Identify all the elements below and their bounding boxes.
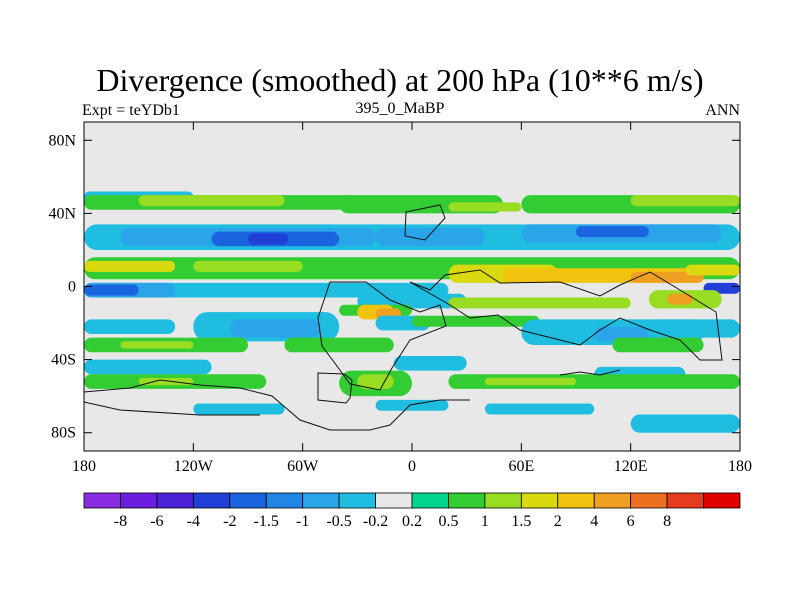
divergence-region [138, 195, 285, 207]
colorbar-swatch [411, 492, 449, 509]
colorbar-label: -0.5 [326, 513, 351, 530]
x-tick-label: 0 [408, 458, 416, 475]
colorbar-label: 8 [663, 513, 671, 530]
x-tick-label: 60E [508, 458, 534, 475]
colorbar-swatch [593, 492, 632, 509]
x-tick-label: 60W [287, 458, 319, 475]
divergence-region [448, 297, 631, 309]
divergence-region [375, 399, 449, 411]
colorbar-swatch [375, 492, 413, 509]
colorbar-swatch [302, 492, 340, 509]
x-tick-label: 180 [728, 458, 752, 475]
colorbar-label: 6 [627, 513, 635, 530]
divergence-region [84, 282, 449, 298]
y-tick-label: 0 [68, 279, 76, 296]
coastlines [84, 204, 723, 431]
colorbar-label: -6 [150, 513, 163, 530]
colorbar-swatch [338, 492, 376, 509]
divergence-region [448, 202, 522, 212]
colorbar-label: -2 [223, 513, 236, 530]
colorbar-swatch [484, 492, 522, 509]
divergence-region [84, 319, 176, 335]
divergence-region [84, 359, 212, 375]
y-tick-label: 80N [48, 132, 76, 149]
experiment-label: Expt = teYDb1 [82, 102, 180, 119]
colorbar-label: -8 [114, 513, 127, 530]
x-tick-label: 180 [72, 458, 96, 475]
colorbar-swatch [229, 492, 267, 509]
colorbar-label: -0.2 [363, 513, 388, 530]
divergence-region [193, 260, 303, 272]
divergence-region [630, 271, 704, 283]
colorbar-swatch [265, 492, 304, 509]
x-tick-label: 120W [174, 458, 214, 475]
colorbar-label: 2 [554, 513, 562, 530]
colorbar-label: 4 [590, 513, 598, 530]
divergence-region [120, 341, 194, 349]
y-tick-label: 80S [51, 425, 76, 442]
divergence-region [284, 337, 394, 353]
divergence-region [667, 293, 693, 305]
divergence-region [576, 226, 649, 238]
divergence-region [248, 233, 289, 245]
colorbar-label: 0.2 [402, 513, 422, 530]
colorbar-swatch [520, 492, 559, 509]
divergence-region [193, 403, 285, 415]
colorbar-swatch [83, 492, 121, 509]
divergence-region [630, 195, 740, 207]
colorbar-swatch [666, 492, 704, 509]
colorbar-label: -1.5 [254, 513, 279, 530]
y-tick-label: 40N [48, 205, 76, 222]
divergence-region [229, 319, 321, 338]
y-tick-label: 40S [51, 352, 76, 369]
colorbar-swatch [703, 492, 741, 509]
colorbar-label: 1.5 [511, 513, 531, 530]
divergence-region [630, 414, 740, 433]
divergence-region [357, 374, 394, 389]
divergence-region [84, 284, 139, 296]
colorbar-swatch [557, 492, 595, 509]
divergence-region [648, 319, 740, 338]
divergence-region [84, 260, 176, 272]
colorbar-swatch [448, 492, 486, 509]
colorbar-label: 0.5 [438, 513, 458, 530]
colorbar-swatch [156, 492, 194, 509]
colorbar-label: -4 [187, 513, 200, 530]
colorbar-swatch [120, 492, 158, 509]
divergence-region [484, 403, 595, 415]
x-tick-label: 120E [614, 458, 648, 475]
divergence-region [393, 355, 467, 371]
time-label: 395_0_MaBP [355, 100, 445, 117]
colorbar-label: -1 [296, 513, 309, 530]
chart-title: Divergence (smoothed) at 200 hPa (10**6 … [96, 62, 704, 98]
divergence-region [138, 377, 194, 386]
colorbar-label: 1 [481, 513, 489, 530]
divergence-region [484, 377, 576, 386]
season-label: ANN [705, 102, 740, 119]
colorbar-swatch [630, 492, 668, 509]
divergence-region [375, 228, 485, 247]
divergence-region [685, 264, 740, 276]
colorbar-swatch [192, 492, 231, 509]
